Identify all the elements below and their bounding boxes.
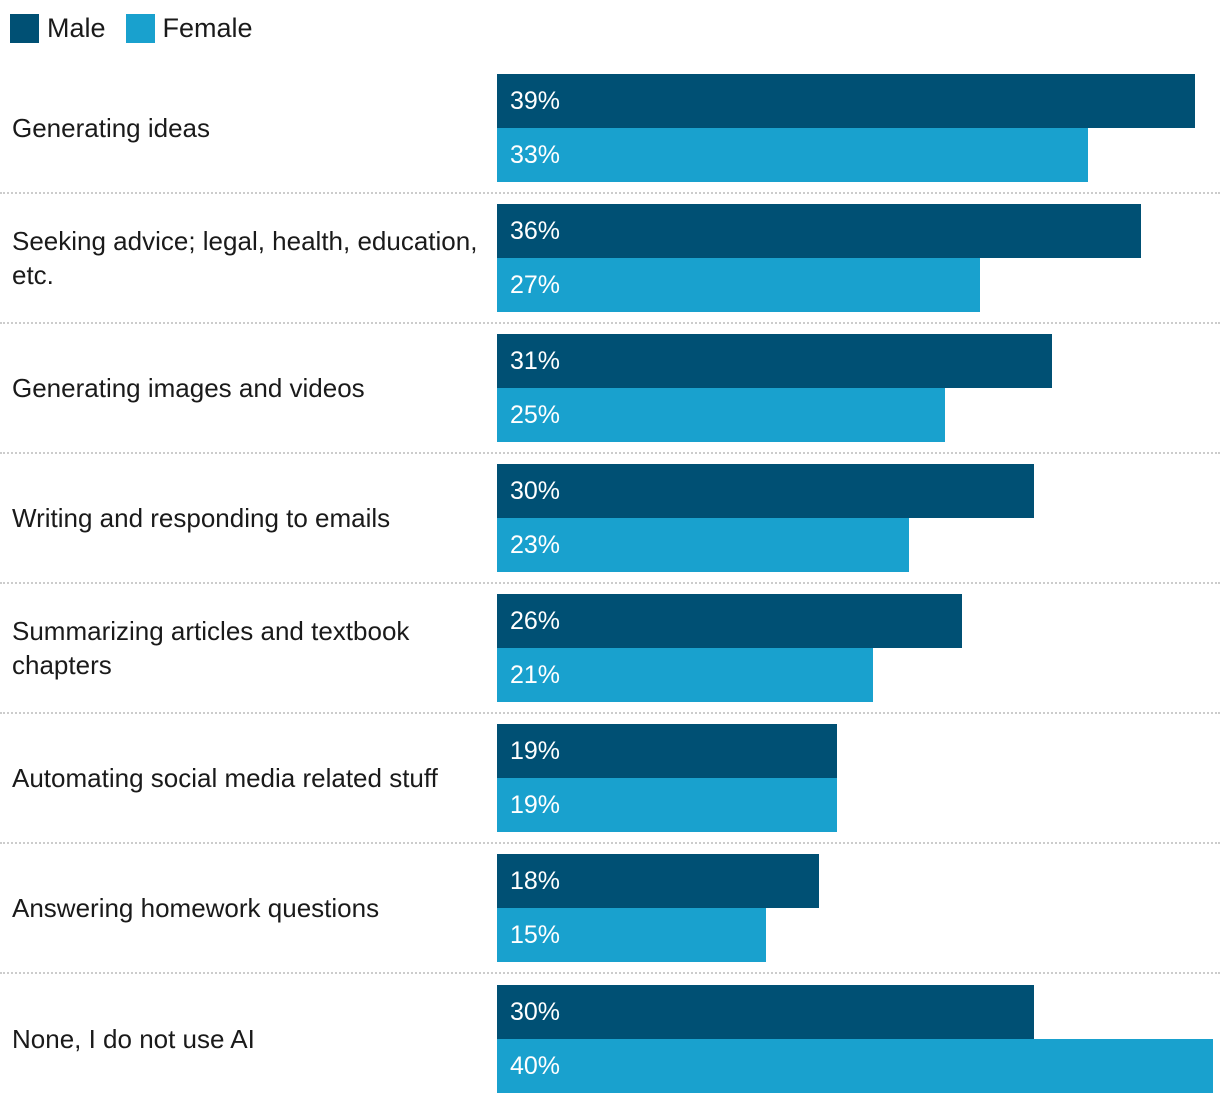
bar-group: 30% 40% — [497, 985, 1213, 1093]
bar-value-male: 30% — [510, 477, 561, 505]
category-label: Generating ideas — [12, 113, 211, 143]
legend-item-female: Female — [125, 13, 253, 43]
bar-male: 31% — [497, 334, 1052, 388]
bar-group: 39% 33% — [497, 74, 1213, 182]
chart-rows: Generating ideas 39% 33% Seeking advice;… — [0, 64, 1220, 1104]
chart-row: None, I do not use AI 30% 40% — [0, 974, 1220, 1104]
legend-label-female: Female — [162, 13, 253, 43]
bar-value-male: 30% — [510, 998, 561, 1026]
chart-row: Writing and responding to emails 30% 23% — [0, 454, 1220, 584]
chart-row: Summarizing articles and textbook chapte… — [0, 584, 1220, 714]
category-label: Seeking advice; legal, health, education… — [12, 226, 478, 290]
bar-group: 26% 21% — [497, 594, 1213, 702]
bar-group: 30% 23% — [497, 464, 1213, 572]
bar-value-female: 27% — [510, 271, 561, 299]
category-label: Writing and responding to emails — [12, 503, 391, 533]
bar-value-female: 25% — [510, 401, 561, 429]
bar-value-male: 19% — [510, 737, 561, 765]
chart-legend: Male Female — [0, 0, 1220, 64]
bar-male: 19% — [497, 724, 838, 778]
bar-value-male: 31% — [510, 347, 561, 375]
bar-value-female: 40% — [510, 1052, 561, 1080]
bar-male: 30% — [497, 985, 1034, 1039]
bar-male: 18% — [497, 854, 820, 908]
bar-group: 36% 27% — [497, 204, 1213, 312]
bar-value-male: 39% — [510, 87, 561, 115]
bar-female: 21% — [497, 648, 873, 702]
bar-group: 18% 15% — [497, 854, 1213, 962]
category-label: Generating images and videos — [12, 373, 365, 403]
legend-item-male: Male — [10, 14, 106, 43]
chart-row: Seeking advice; legal, health, education… — [0, 194, 1220, 324]
chart-row: Automating social media related stuff 19… — [0, 714, 1220, 844]
chart-row: Answering homework questions 18% 15% — [0, 844, 1220, 974]
bar-value-female: 33% — [510, 141, 561, 169]
bar-female: 27% — [497, 258, 981, 312]
bar-female: 25% — [497, 388, 945, 442]
bar-female: 33% — [497, 128, 1088, 182]
legend-label-male: Male — [47, 13, 106, 43]
bar-value-male: 26% — [510, 607, 561, 635]
category-label: Summarizing articles and textbook chapte… — [12, 616, 410, 680]
bar-group: 31% 25% — [497, 334, 1213, 442]
bar-male: 26% — [497, 594, 963, 648]
category-label: Automating social media related stuff — [12, 763, 438, 793]
chart-row: Generating images and videos 31% 25% — [0, 324, 1220, 454]
bar-value-female: 23% — [510, 531, 561, 559]
bar-male: 39% — [497, 74, 1196, 128]
bar-male: 30% — [497, 464, 1034, 518]
male-swatch-icon — [10, 14, 39, 43]
bar-value-female: 15% — [510, 921, 561, 949]
bar-female: 40% — [497, 1039, 1213, 1093]
category-label: Answering homework questions — [12, 893, 380, 923]
bar-value-female: 19% — [510, 791, 561, 819]
bar-female: 19% — [497, 778, 838, 832]
bar-female: 23% — [497, 518, 909, 572]
bar-value-male: 18% — [510, 867, 561, 895]
chart-row: Generating ideas 39% 33% — [0, 64, 1220, 194]
bar-value-female: 21% — [510, 661, 561, 689]
female-swatch-icon — [125, 14, 155, 43]
bar-group: 19% 19% — [497, 724, 1213, 832]
bar-value-male: 36% — [510, 217, 561, 245]
bar-female: 15% — [497, 908, 766, 962]
category-label: None, I do not use AI — [12, 1024, 255, 1054]
bar-male: 36% — [497, 204, 1142, 258]
